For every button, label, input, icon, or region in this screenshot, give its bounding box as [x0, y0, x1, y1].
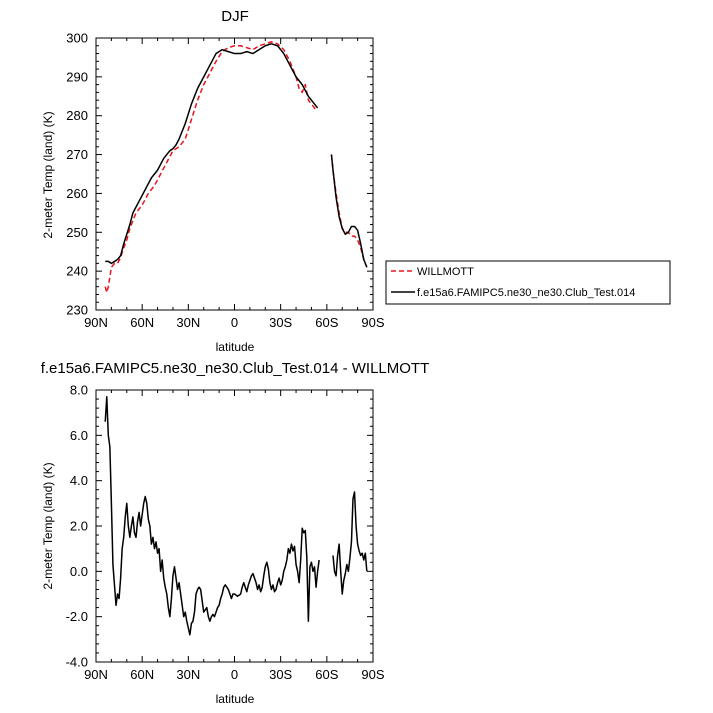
y-tick-label: 6.0 — [70, 428, 88, 443]
ticks-layer: 90N 60N 30N 0 30S 60S 90S 230 240 250 260 270 280 290… — [66, 31, 385, 331]
series-line-difference — [332, 491, 368, 595]
series-line-difference — [104, 396, 320, 636]
x-tick-label: 90S — [361, 315, 384, 330]
x-tick-label: 0 — [231, 315, 238, 330]
y-tick-label: 0.0 — [70, 564, 88, 579]
y-axis-label: 2-meter Temp (land) (K) — [41, 111, 55, 238]
x-tick-label: 30S — [269, 667, 292, 682]
y-tick-label: 240 — [66, 264, 88, 279]
x-tick-label: 30N — [176, 315, 200, 330]
y-tick-label: 300 — [66, 31, 88, 46]
series-line-willmott — [104, 41, 317, 294]
x-tick-label: 0 — [231, 667, 238, 682]
chart-djf-panel: DJF 90N 60N 30N 0 30S 60S 90S 230 240 250 260 270 28… — [41, 8, 385, 354]
y-tick-label: 280 — [66, 108, 88, 123]
legend-box — [385, 260, 671, 305]
y-tick-label: 290 — [66, 69, 88, 84]
y-tick-label: 2.0 — [70, 519, 88, 534]
x-tick-label: 90N — [84, 315, 108, 330]
legend-label-willmott: WILLMOTT — [417, 266, 474, 278]
legend-label-model: f.e15a6.FAMIPC5.ne30_ne30.Club_Test.014 — [417, 287, 635, 299]
y-axis-label: 2-meter Temp (land) (K) — [41, 462, 55, 589]
x-tick-label: 30N — [176, 667, 200, 682]
x-tick-label: 30S — [269, 315, 292, 330]
x-tick-label: 60S — [315, 667, 338, 682]
y-tick-label: 270 — [66, 147, 88, 162]
legend: WILLMOTT f.e15a6.FAMIPC5.ne30_ne30.Club_… — [385, 260, 671, 305]
x-tick-label: 60N — [130, 315, 154, 330]
y-tick-label: 4.0 — [70, 473, 88, 488]
x-tick-label: 90N — [84, 667, 108, 682]
data-layer — [104, 41, 368, 294]
chart-difference-panel: f.e15a6.FAMIPC5.ne30_ne30.Club_Test.014 … — [41, 360, 430, 706]
y-tick-label: 250 — [66, 225, 88, 240]
series-line-f-e15a6-famipc5-ne30-ne3 — [330, 154, 368, 268]
y-tick-label: 8.0 — [70, 383, 88, 398]
ticks-layer: 90N 60N 30N 0 30S 60S 90S -4.0 -2.0 0.0 2.0 4.0 6.0 8… — [66, 383, 385, 683]
x-tick-label: 60S — [315, 315, 338, 330]
y-tick-label: 230 — [66, 303, 88, 318]
x-tick-label: 90S — [361, 667, 384, 682]
series-line-f-e15a6-famipc5-ne30-ne3 — [105, 43, 319, 265]
x-axis-label: latitude — [216, 692, 255, 706]
plot-frame — [95, 37, 374, 311]
x-tick-label: 60N — [130, 667, 154, 682]
y-tick-label: -4.0 — [66, 655, 88, 670]
y-tick-label: 260 — [66, 186, 88, 201]
chart-title: DJF — [221, 8, 249, 25]
chart-title: f.e15a6.FAMIPC5.ne30_ne30.Club_Test.014 … — [41, 360, 430, 377]
x-axis-label: latitude — [216, 340, 255, 354]
y-tick-label: -2.0 — [66, 609, 88, 624]
data-layer — [104, 396, 368, 636]
